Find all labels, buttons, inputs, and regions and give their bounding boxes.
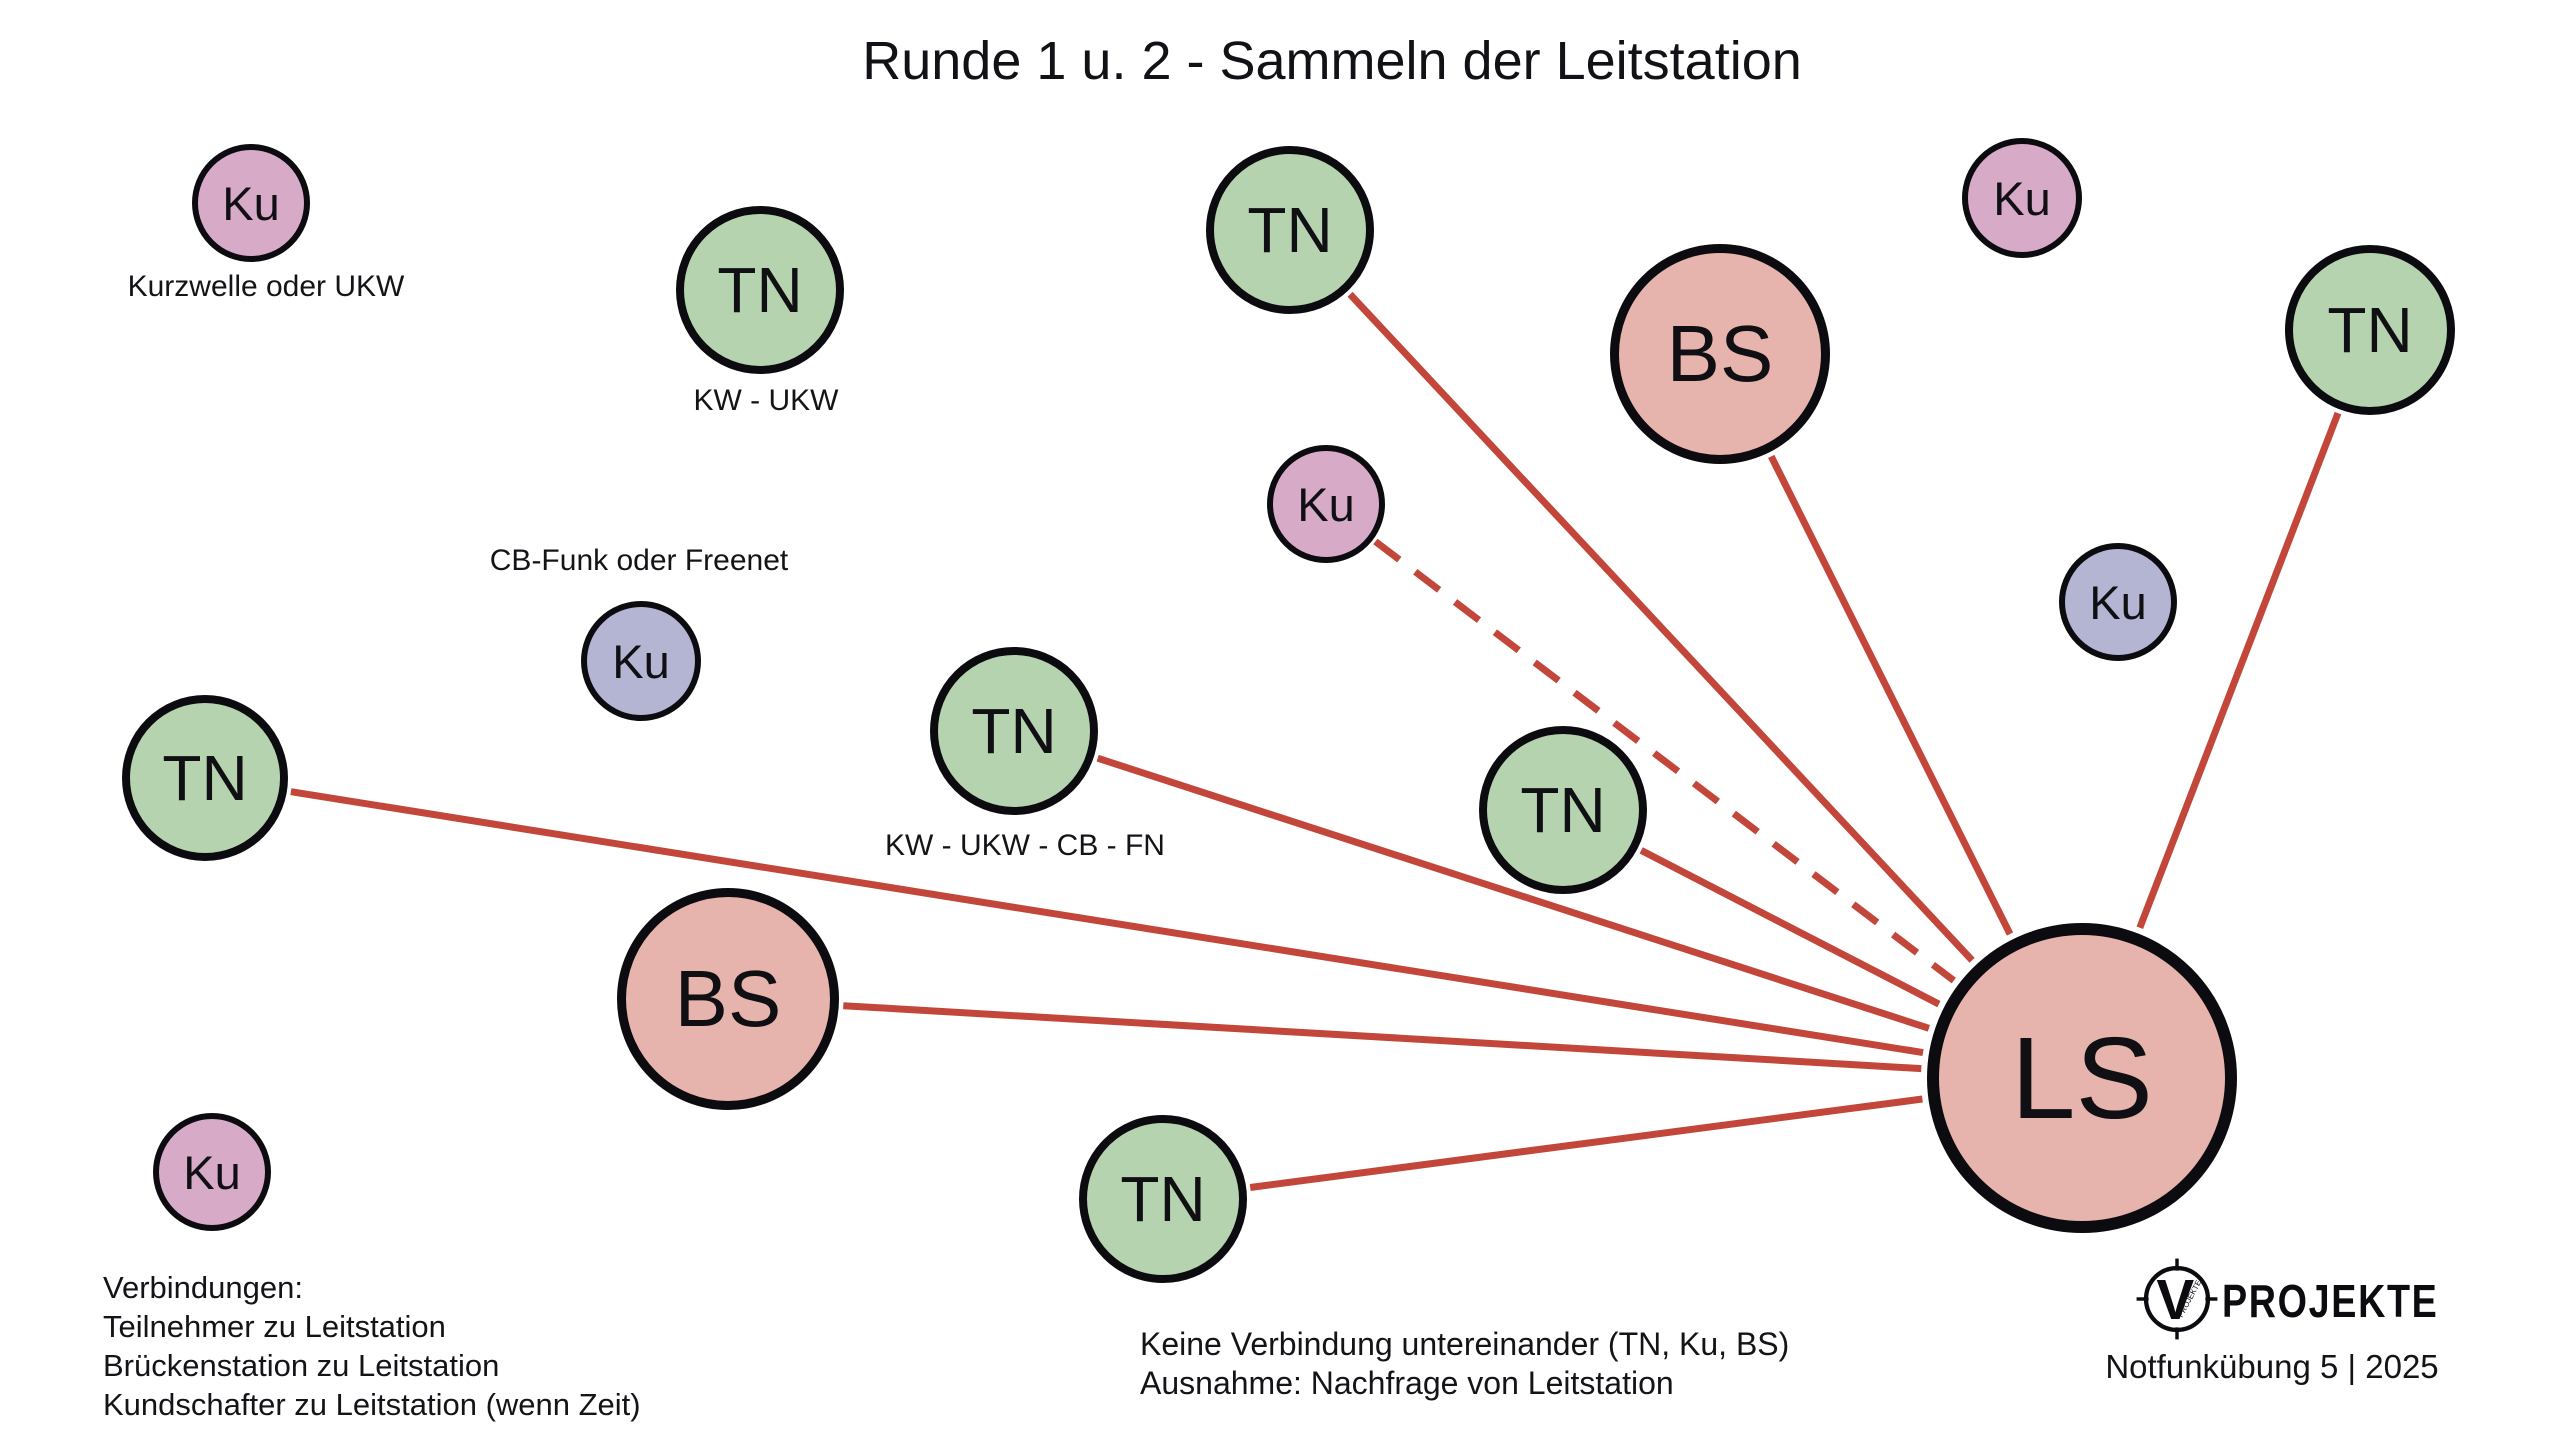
connection-line-tn-top-right-to-ls [2136,411,2342,930]
legend-heading: Verbindungen: [103,1270,303,1305]
page-title: Runde 1 u. 2 - Sammeln der Leitstation [862,31,1802,91]
node-tn-bottom: TN [1079,1115,1247,1283]
note-line-2: Ausnahme: Nachfrage von Leitstation [1140,1365,1674,1401]
connection-line-bs-middle-to-ls [843,1002,1922,1073]
logo-sub-letter: T [2174,1326,2179,1335]
note-line-1: Keine Verbindung untereinander (TN, Ku, … [1140,1326,1790,1362]
connection-line-tn-mid-right-to-ls [1639,847,1941,1008]
caption-tn-middle: KW - UKW - CB - FN [885,829,1165,862]
node-ku-blue-right: Ku [2059,543,2177,661]
connection-line-bs-top-to-ls [1768,454,2014,936]
legend-line-ku: Kundschafter zu Leitstation (wenn Zeit) [103,1387,641,1422]
node-tn-middle: TN [930,647,1098,815]
node-bs-middle: BS [617,888,839,1110]
caption-ku-blue-left: CB-Funk oder Freenet [489,544,789,577]
node-ku-middle: Ku [1267,445,1385,563]
node-tn-mid-right: TN [1479,726,1647,894]
node-ku-top-right: Ku [1962,138,2082,258]
brand-wordmark: PROJEKTE [2222,1275,2439,1327]
node-bs-top: BS [1610,244,1830,464]
connection-line-tn-top-middle-to-ls [1347,291,1975,963]
node-tn-top-right: TN [2285,245,2455,415]
logo-v-letter: V [2156,1269,2194,1332]
connection-line-tn-left-to-ls [290,788,1924,1057]
caption-ku-top-left: Kurzwelle oder UKW [127,270,405,303]
caption-tn-kw-ukw: KW - UKW [693,384,839,417]
node-tn-kw-ukw: TN [676,206,844,374]
node-ku-blue-left: Ku [581,601,701,721]
footer-subtitle: Notfunkübung 5 | 2025 [2105,1348,2439,1385]
node-ku-bottom-left: Ku [153,1113,271,1231]
legend-connections: Verbindungen: Teilnehmer zu Leitstation … [103,1268,641,1424]
node-tn-left: TN [122,695,288,861]
connection-line-tn-bottom-to-ls [1249,1095,1923,1191]
legend-line-tn: Teilnehmer zu Leitstation [103,1309,446,1344]
connection-line-tn-middle-to-ls [1096,754,1930,1032]
note-no-connection: Keine Verbindung untereinander (TN, Ku, … [1140,1325,1789,1403]
legend-line-bs: Brückenstation zu Leitstation [103,1348,500,1383]
v-projekte-logo: V PROJEKTE T [2136,1258,2218,1340]
connection-line-ku-middle-to-ls [1373,538,1956,984]
node-tn-top-middle: TN [1206,146,1374,314]
node-ku-top-left: Ku [192,144,310,262]
node-ls: LS [1927,923,2237,1233]
